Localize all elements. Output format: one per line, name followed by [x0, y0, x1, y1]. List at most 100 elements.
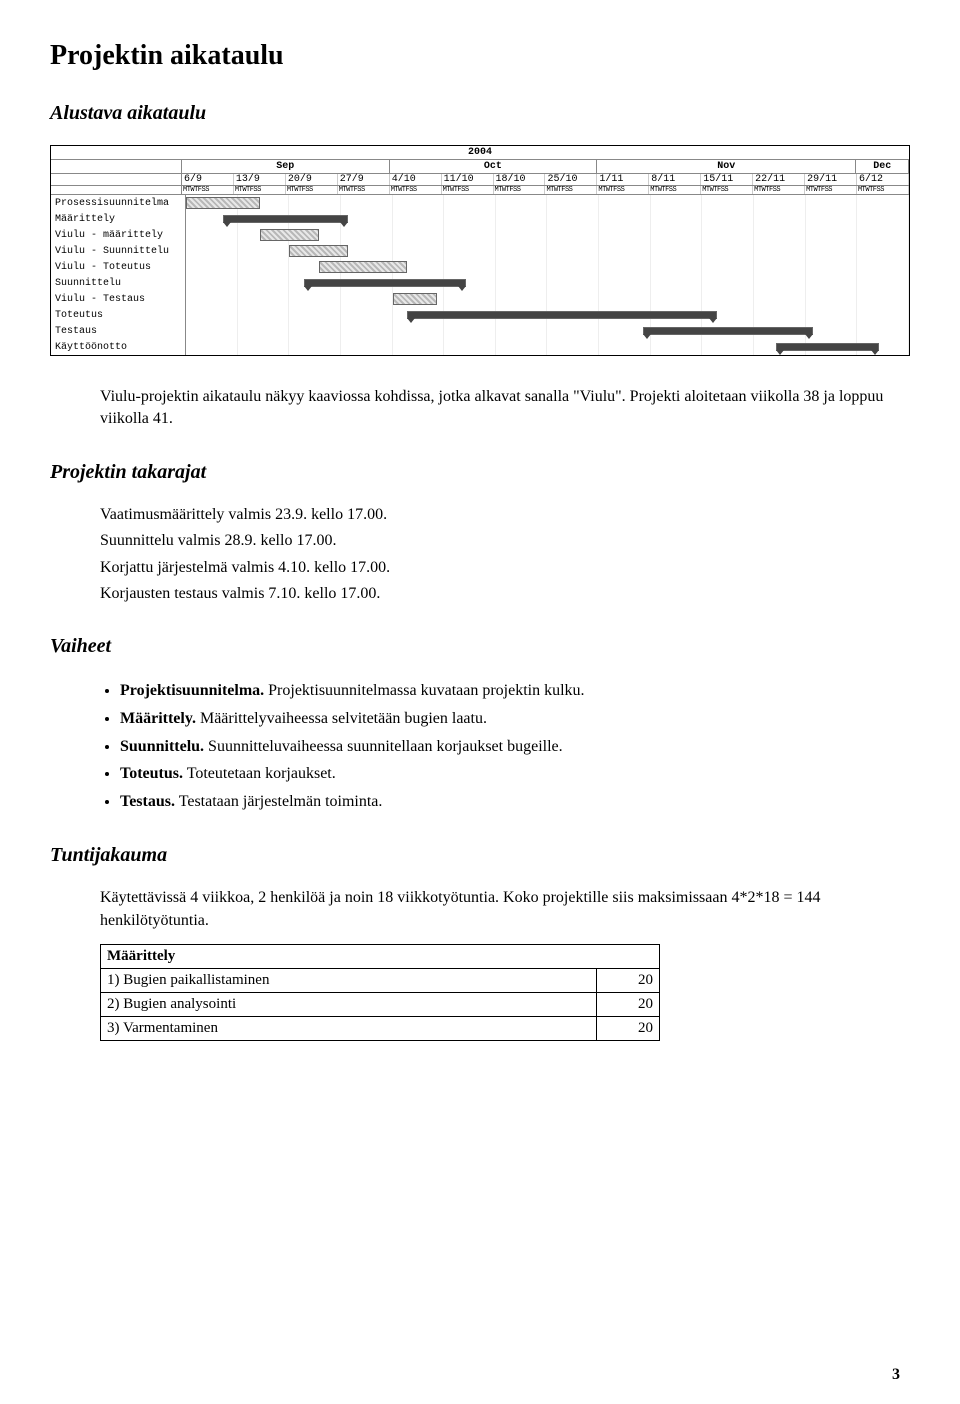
gantt-row: Määrittely	[51, 211, 909, 227]
section-heading-takarajat: Projektin takarajat	[50, 461, 910, 484]
gantt-bar	[776, 343, 879, 351]
gantt-month: Oct	[390, 160, 598, 173]
vaiheet-desc: Projektisuunnitelmassa kuvataan projekti…	[264, 682, 584, 699]
gantt-year: 2004	[51, 146, 909, 160]
gantt-row: Viulu - Testaus	[51, 291, 909, 307]
gantt-week: 18/10	[494, 174, 546, 185]
task-table-header: Määrittely	[101, 945, 660, 969]
vaiheet-desc: Määrittelyvaiheessa selvitetään bugien l…	[196, 710, 487, 727]
gantt-row: Prosessisuunnitelma	[51, 195, 909, 211]
vaiheet-desc: Toteutetaan korjaukset.	[183, 765, 336, 782]
gantt-bar	[407, 311, 717, 319]
deadlines-list: Vaatimusmäärittely valmis 23.9. kello 17…	[50, 504, 910, 606]
table-row: 2) Bugien analysointi20	[101, 993, 660, 1017]
gantt-chart: 2004 SepOctNovDec 6/913/920/927/94/1011/…	[50, 145, 910, 356]
gantt-week: 1/11	[597, 174, 649, 185]
gantt-task-label: Suunnittelu	[51, 275, 186, 291]
gantt-bar	[289, 245, 348, 257]
gantt-bar	[643, 327, 813, 335]
gantt-row: Viulu - Toteutus	[51, 259, 909, 275]
gantt-days: MTWTFSS	[545, 186, 597, 194]
gantt-week: 8/11	[649, 174, 701, 185]
vaiheet-name: Määrittely.	[120, 710, 196, 727]
gantt-task-label: Testaus	[51, 323, 186, 339]
table-row: 1) Bugien paikallistaminen20	[101, 969, 660, 993]
task-value: 20	[597, 969, 660, 993]
gantt-months-row: SepOctNovDec	[51, 160, 909, 174]
gantt-task-label: Viulu - Testaus	[51, 291, 186, 307]
gantt-days: MTWTFSS	[182, 186, 234, 194]
vaiheet-name: Projektisuunnitelma.	[120, 682, 264, 699]
gantt-bar	[223, 215, 348, 223]
gantt-row: Käyttöönotto	[51, 339, 909, 355]
gantt-bar	[393, 293, 437, 305]
vaiheet-item: Projektisuunnitelma. Projektisuunnitelma…	[120, 678, 910, 704]
task-table: Määrittely 1) Bugien paikallistaminen202…	[100, 944, 660, 1041]
vaiheet-name: Toteutus.	[120, 765, 183, 782]
vaiheet-desc: Testataan järjestelmän toiminta.	[175, 793, 382, 810]
gantt-week: 6/9	[182, 174, 234, 185]
gantt-days-row: MTWTFSSMTWTFSSMTWTFSSMTWTFSSMTWTFSSMTWTF…	[51, 186, 909, 195]
gantt-week: 29/11	[805, 174, 857, 185]
section-heading-alustava: Alustava aikataulu	[50, 102, 910, 125]
gantt-task-label: Prosessisuunnitelma	[51, 195, 186, 211]
gantt-week: 11/10	[442, 174, 494, 185]
page-number: 3	[892, 1366, 900, 1384]
gantt-bar	[304, 279, 466, 287]
gantt-task-label: Viulu - määrittely	[51, 227, 186, 243]
vaiheet-name: Suunnittelu.	[120, 738, 204, 755]
gantt-month: Dec	[856, 160, 909, 173]
deadline-line: Korjattu järjestelmä valmis 4.10. kello …	[100, 557, 910, 579]
table-row: 3) Varmentaminen20	[101, 1017, 660, 1041]
gantt-days: MTWTFSS	[857, 186, 909, 194]
gantt-days: MTWTFSS	[753, 186, 805, 194]
gantt-week: 25/10	[545, 174, 597, 185]
gantt-bar	[186, 197, 260, 209]
gantt-month: Nov	[597, 160, 856, 173]
vaiheet-list: Projektisuunnitelma. Projektisuunnitelma…	[120, 678, 910, 814]
gantt-days: MTWTFSS	[805, 186, 857, 194]
tuntijakauma-intro: Käytettävissä 4 viikkoa, 2 henkilöä ja n…	[100, 887, 910, 932]
gantt-days: MTWTFSS	[338, 186, 390, 194]
gantt-days: MTWTFSS	[442, 186, 494, 194]
deadline-line: Vaatimusmäärittely valmis 23.9. kello 17…	[100, 504, 910, 526]
gantt-row: Toteutus	[51, 307, 909, 323]
task-label: 3) Varmentaminen	[101, 1017, 597, 1041]
gantt-week: 4/10	[390, 174, 442, 185]
gantt-days: MTWTFSS	[286, 186, 338, 194]
gantt-row: Testaus	[51, 323, 909, 339]
task-value: 20	[597, 1017, 660, 1041]
gantt-days: MTWTFSS	[494, 186, 546, 194]
vaiheet-item: Määrittely. Määrittelyvaiheessa selvitet…	[120, 706, 910, 732]
gantt-weeks-row: 6/913/920/927/94/1011/1018/1025/101/118/…	[51, 174, 909, 186]
gantt-row: Viulu - määrittely	[51, 227, 909, 243]
gantt-task-label: Käyttöönotto	[51, 339, 186, 355]
gantt-task-label: Määrittely	[51, 211, 186, 227]
gantt-week: 27/9	[338, 174, 390, 185]
gantt-days: MTWTFSS	[390, 186, 442, 194]
gantt-week: 15/11	[701, 174, 753, 185]
gantt-week: 13/9	[234, 174, 286, 185]
gantt-days: MTWTFSS	[234, 186, 286, 194]
task-value: 20	[597, 993, 660, 1017]
gantt-month: Sep	[182, 160, 390, 173]
alustava-intro: Viulu-projektin aikataulu näkyy kaavioss…	[100, 386, 910, 431]
gantt-days: MTWTFSS	[597, 186, 649, 194]
gantt-bar	[260, 229, 319, 241]
gantt-task-label: Viulu - Toteutus	[51, 259, 186, 275]
task-label: 2) Bugien analysointi	[101, 993, 597, 1017]
task-label: 1) Bugien paikallistaminen	[101, 969, 597, 993]
gantt-bar	[319, 261, 408, 273]
gantt-days: MTWTFSS	[701, 186, 753, 194]
section-heading-vaiheet: Vaiheet	[50, 635, 910, 658]
gantt-task-label: Viulu - Suunnittelu	[51, 243, 186, 259]
vaiheet-name: Testaus.	[120, 793, 175, 810]
vaiheet-item: Toteutus. Toteutetaan korjaukset.	[120, 761, 910, 787]
deadline-line: Korjausten testaus valmis 7.10. kello 17…	[100, 583, 910, 605]
vaiheet-item: Suunnittelu. Suunnitteluvaiheessa suunni…	[120, 734, 910, 760]
page-title: Projektin aikataulu	[50, 40, 910, 72]
gantt-task-label: Toteutus	[51, 307, 186, 323]
gantt-week: 20/9	[286, 174, 338, 185]
gantt-days: MTWTFSS	[649, 186, 701, 194]
gantt-row: Suunnittelu	[51, 275, 909, 291]
